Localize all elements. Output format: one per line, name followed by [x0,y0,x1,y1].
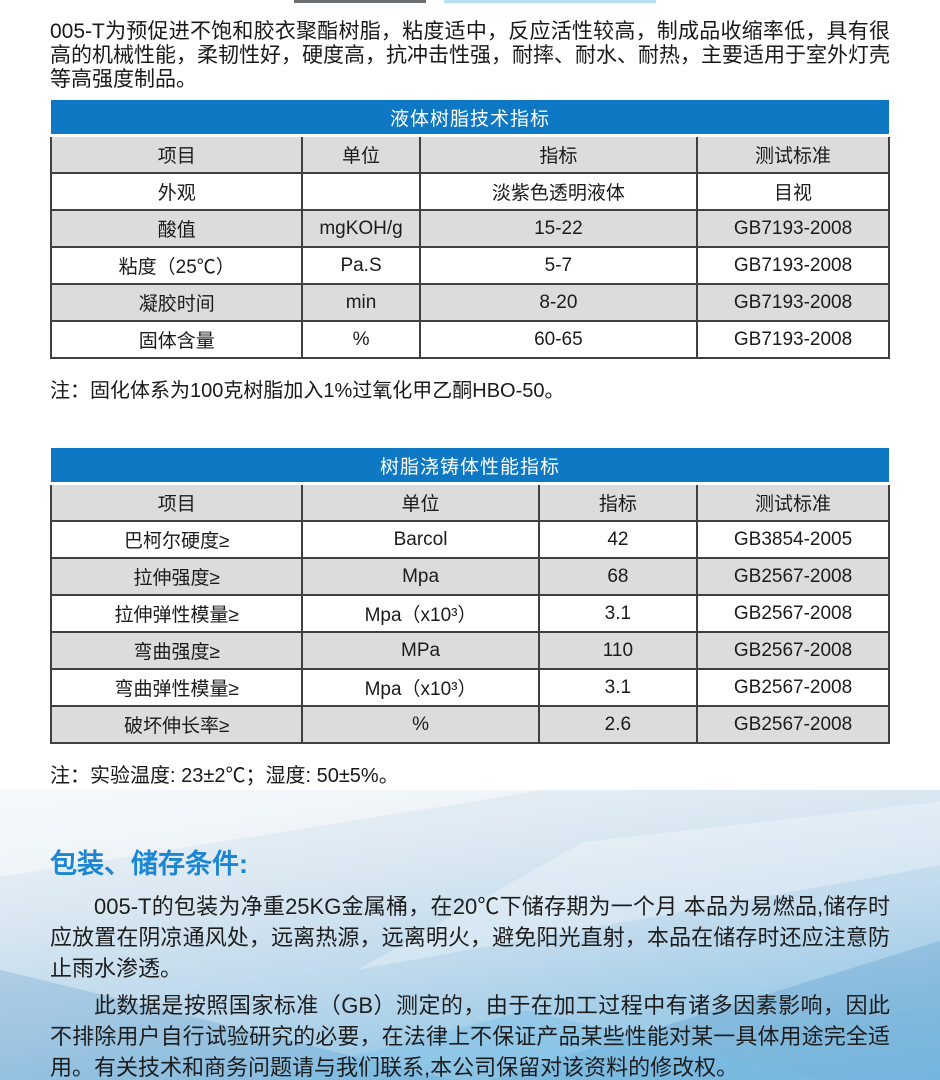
table-cell: 外观 [49,172,304,211]
product-description: 005-T为预促进不饱和胶衣聚酯树脂，粘度适中，反应活性较高，制成品收缩率低，具… [50,20,890,91]
table-cell: 42 [537,520,699,559]
table-cell: 3.1 [537,594,699,633]
table-cell: GB7193-2008 [696,209,890,248]
column-header-standard: 测试标准 [696,134,890,174]
table-title: 树脂浇铸体性能指标 [51,448,889,485]
column-header-spec: 指标 [537,482,699,522]
storage-text-block: 包装、储存条件: 005-T的包装为净重25KG金属桶，在20℃下储存期为一个月… [0,842,940,1080]
table-title-row: 树脂浇铸体性能指标 [51,448,889,485]
column-header-item: 项目 [49,482,304,522]
table-cell: 68 [537,557,699,596]
table-cell: GB2567-2008 [696,705,890,744]
packaging-storage-section: 包装、储存条件: 005-T的包装为净重25KG金属桶，在20℃下储存期为一个月… [0,790,940,1080]
table-cell: Mpa（x10³） [301,668,540,707]
table-cell: 固体含量 [49,320,304,359]
table-cell: Mpa（x10³） [301,594,540,633]
storage-paragraph-1: 005-T的包装为净重25KG金属桶，在20℃下储存期为一个月 本品为易燃品,储… [50,894,890,981]
table-cell: 粘度（25℃） [49,246,304,285]
table1-note: 注：固化体系为100克树脂加入1%过氧化甲乙酮HBO-50。 [50,380,565,402]
table-cell: Pa.S [301,246,421,285]
table-cell: GB3854-2005 [696,520,890,559]
table-cell: 5-7 [418,246,699,285]
column-header-unit: 单位 [301,482,540,522]
table-title-row: 液体树脂技术指标 [51,100,889,137]
table-cell: % [301,320,421,359]
table-cell: 弯曲强度≥ [49,631,304,670]
main-content: 005-T为预促进不饱和胶衣聚酯树脂，粘度适中，反应活性较高，制成品收缩率低，具… [0,20,940,788]
table-cell: Mpa [301,557,540,596]
table-cell: 弯曲弹性模量≥ [49,668,304,707]
table-cell: 酸值 [49,209,304,248]
table-cell: Barcol [301,520,540,559]
table-cell: 8-20 [418,283,699,322]
table-cell: % [301,705,540,744]
table-cell: GB2567-2008 [696,631,890,670]
table-cell: GB2567-2008 [696,668,890,707]
table-row: 酸值 mgKOH/g 15-22 GB7193-2008 [49,209,890,248]
table-row: 破坏伸长率≥ % 2.6 GB2567-2008 [49,705,890,744]
table-cell: GB7193-2008 [696,246,890,285]
top-cropped-dark-bar [294,0,426,3]
table-row: 拉伸弹性模量≥ Mpa（x10³） 3.1 GB2567-2008 [49,594,890,633]
table-cell: MPa [301,631,540,670]
table-cell: mgKOH/g [301,209,421,248]
table-row: 弯曲弹性模量≥ Mpa（x10³） 3.1 GB2567-2008 [49,668,890,707]
table-cell: 60-65 [418,320,699,359]
table-cell [301,172,421,211]
table-cell: min [301,283,421,322]
column-header-standard: 测试标准 [696,482,890,522]
top-cropped-blue-bar [444,0,656,3]
table-row: 弯曲强度≥ MPa 110 GB2567-2008 [49,631,890,670]
table-header-row: 项目 单位 指标 测试标准 [49,482,890,522]
table-cell: 凝胶时间 [49,283,304,322]
storage-heading: 包装、储存条件: [50,849,248,879]
table-row: 凝胶时间 min 8-20 GB7193-2008 [49,283,890,322]
table-title: 液体树脂技术指标 [51,100,889,137]
table-cell: GB7193-2008 [696,283,890,322]
table-row: 拉伸强度≥ Mpa 68 GB2567-2008 [49,557,890,596]
storage-paragraph-2: 此数据是按照国家标准（GB）测定的，由于在加工过程中有诸多因素影响，因此不排除用… [50,993,890,1080]
table-cell: 110 [537,631,699,670]
table-row: 巴柯尔硬度≥ Barcol 42 GB3854-2005 [49,520,890,559]
table-row: 粘度（25℃） Pa.S 5-7 GB7193-2008 [49,246,890,285]
table-cell: GB2567-2008 [696,557,890,596]
column-header-item: 项目 [49,134,304,174]
table-cell: 拉伸弹性模量≥ [49,594,304,633]
table-row: 固体含量 % 60-65 GB7193-2008 [49,320,890,359]
table-cell: GB2567-2008 [696,594,890,633]
table-cell: 巴柯尔硬度≥ [49,520,304,559]
table-cell: GB7193-2008 [696,320,890,359]
table2-note: 注：实验温度: 23±2℃；湿度: 50±5%。 [50,765,399,787]
table-cell: 15-22 [418,209,699,248]
table-cell: 淡紫色透明液体 [418,172,699,211]
column-header-spec: 指标 [418,134,699,174]
casting-performance-spec-table: 树脂浇铸体性能指标 项目 单位 指标 测试标准 巴柯尔硬度≥ Barcol 42… [49,448,890,744]
liquid-resin-spec-table: 液体树脂技术指标 项目 单位 指标 测试标准 外观 淡紫色透明液体 目视 酸值 [49,100,890,359]
table-cell: 3.1 [537,668,699,707]
table-cell: 目视 [696,172,890,211]
table-cell: 拉伸强度≥ [49,557,304,596]
table-row: 外观 淡紫色透明液体 目视 [49,172,890,211]
table-cell: 破坏伸长率≥ [49,705,304,744]
table-header-row: 项目 单位 指标 测试标准 [49,134,890,174]
column-header-unit: 单位 [301,134,421,174]
table-cell: 2.6 [537,705,699,744]
